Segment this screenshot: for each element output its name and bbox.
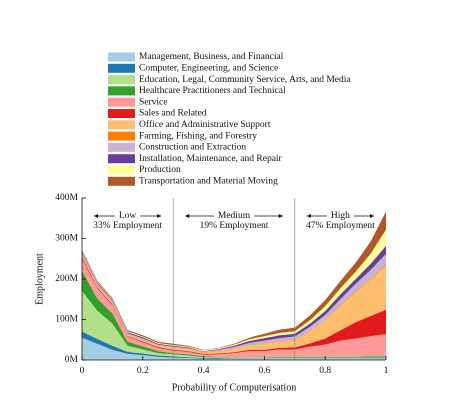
- region-share: 33% Employment: [93, 221, 162, 231]
- x-axis-label: Probability of Computerisation: [172, 382, 296, 393]
- region-label: Low: [119, 211, 137, 221]
- arrow-head: [306, 214, 311, 218]
- arrow-head: [370, 214, 374, 218]
- legend-label: Healthcare Practitioners and Technical: [139, 86, 286, 96]
- legend-swatch: [108, 154, 135, 164]
- x-tick-label: 0.6: [258, 366, 270, 376]
- y-tick-label: 300M: [55, 234, 78, 244]
- legend-swatch: [108, 165, 135, 175]
- legend-label: Farming, Fishing, and Forestry: [139, 131, 257, 141]
- legend-label: Transportation and Material Moving: [139, 176, 278, 186]
- y-tick-label: 200M: [55, 274, 78, 284]
- legend-label: Installation, Maintenance, and Repair: [139, 154, 283, 164]
- legend-swatch: [108, 176, 135, 186]
- legend-label: Computer, Engineering, and Science: [139, 63, 278, 73]
- x-tick-label: 0.8: [319, 366, 331, 376]
- legend-swatch: [108, 142, 135, 152]
- y-tick-label: 400M: [55, 193, 78, 203]
- legend-swatch: [108, 86, 135, 96]
- x-tick-label: 0.2: [137, 366, 149, 376]
- arrow-head: [157, 214, 162, 218]
- x-tick-label: 1: [384, 366, 389, 376]
- y-axis-label: Employment: [34, 253, 45, 305]
- region-share: 47% Employment: [306, 221, 375, 231]
- x-tick-label: 0: [80, 366, 85, 376]
- area: [82, 253, 386, 353]
- area: [82, 337, 386, 360]
- arrow-head: [94, 214, 98, 218]
- area: [82, 258, 386, 358]
- legend-label: Sales and Related: [139, 109, 207, 119]
- legend-label: Management, Business, and Financial: [139, 52, 284, 62]
- y-tick-label: 100M: [55, 315, 78, 325]
- legend-swatch: [108, 63, 135, 73]
- region-label: Medium: [218, 211, 251, 221]
- legend-swatch: [108, 120, 135, 130]
- area: [82, 229, 386, 352]
- legend-swatch: [108, 131, 135, 141]
- legend-swatch: [108, 97, 135, 107]
- region-label: High: [331, 211, 350, 221]
- legend-label: Office and Administrative Support: [139, 119, 271, 130]
- y-tick-label: 0M: [65, 355, 79, 365]
- x-tick-label: 0.4: [198, 366, 210, 376]
- region-share: 19% Employment: [200, 221, 269, 231]
- legend-swatch: [108, 109, 135, 118]
- arrow-head: [185, 214, 190, 218]
- legend-label: Service: [139, 97, 168, 107]
- legend-label: Construction and Extraction: [139, 143, 246, 153]
- area: [82, 211, 386, 351]
- legend-swatch: [108, 52, 135, 62]
- legend-label: Education, Legal, Community Service, Art…: [139, 75, 351, 85]
- legend-swatch: [108, 75, 135, 85]
- arrow-head: [278, 214, 283, 218]
- legend-label: Production: [139, 165, 181, 175]
- area: [82, 245, 386, 352]
